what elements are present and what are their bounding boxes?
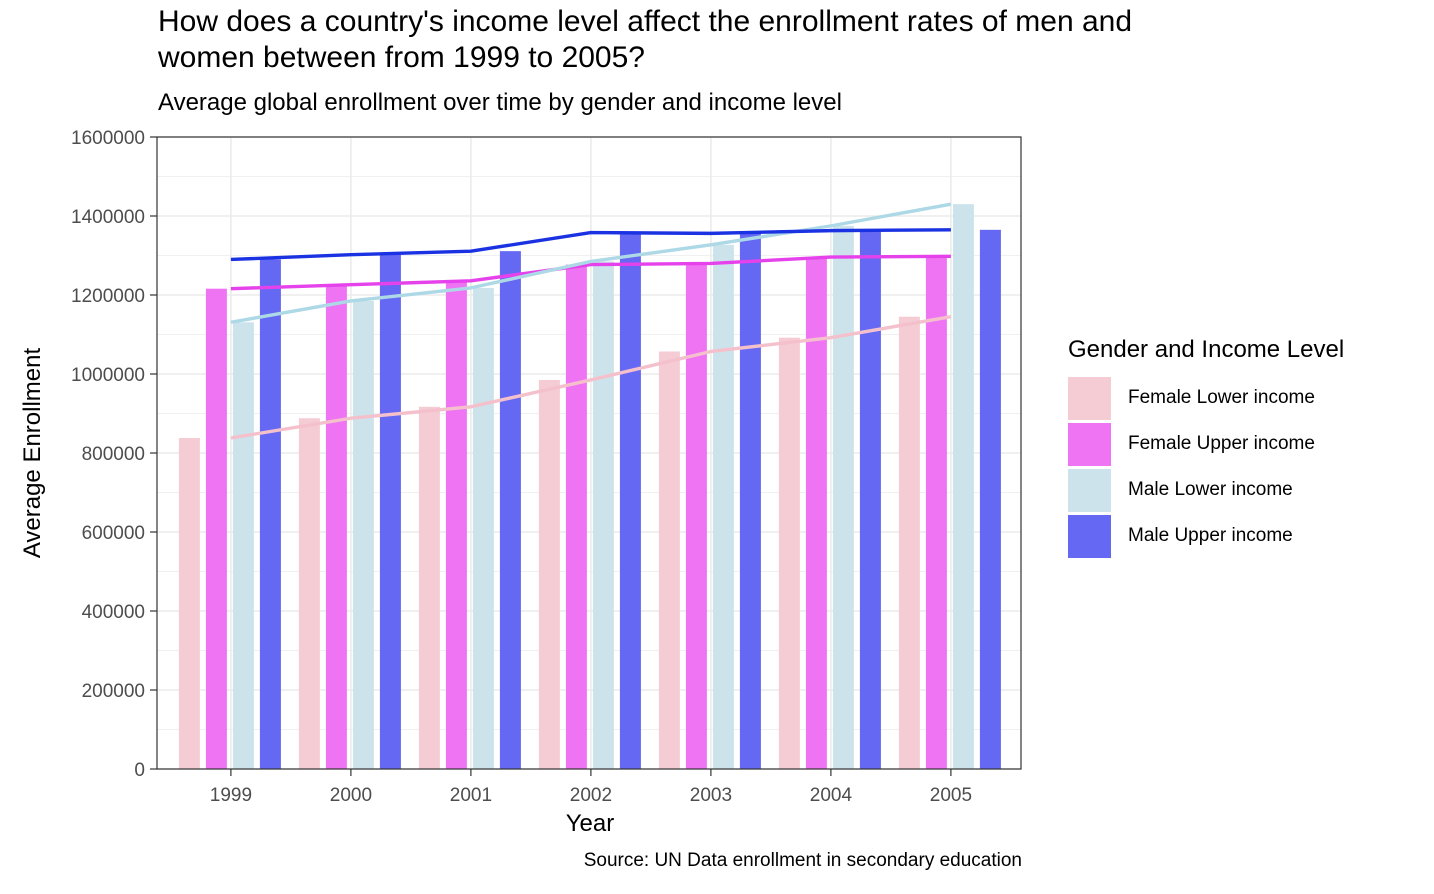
bar-male-lower-income-2001 [472,287,494,769]
bar-male-upper-income-2000 [379,254,401,769]
bar-female-upper-income-2005 [925,256,947,769]
bar-male-upper-income-1999 [259,259,281,769]
y-axis-title: Average Enrollment [19,348,46,559]
chart-caption: Source: UN Data enrollment in secondary … [583,850,1022,871]
line-male-upper-income [230,228,951,262]
y-tick-label: 1400000 [71,207,145,228]
bar-female-upper-income-1999 [205,288,227,769]
bar-male-lower-income-2003 [712,244,734,769]
bar-female-upper-income-2000 [325,284,347,769]
bar-female-lower-income-2003 [658,351,680,769]
legend-item-male-upper-income: Male Upper income [1068,513,1344,559]
x-tick-label: 2001 [450,785,492,806]
y-tick-label: 600000 [82,523,145,544]
bar-male-lower-income-2000 [352,300,374,769]
x-tick-label: 2005 [930,785,972,806]
chart-title: How does a country's income level affect… [158,5,1133,74]
y-tick-label: 0 [134,760,145,781]
x-tick-label: 2002 [570,785,612,806]
bar-female-lower-income-2004 [778,337,800,769]
legend-label: Female Upper income [1128,433,1315,454]
y-tick-label: 200000 [82,681,145,702]
x-tick-label: 2004 [810,785,853,806]
legend-key-male-lower-income [1068,468,1111,512]
bar-male-lower-income-2002 [592,261,614,769]
legend-title: Gender and Income Level [1068,336,1345,363]
bar-male-lower-income-2004 [832,225,854,769]
y-tick-label: 400000 [82,602,145,623]
bar-female-upper-income-2004 [805,257,827,769]
axes: 0 200000 400000 600000 800000 1000000 1200000 1… [71,128,972,806]
x-axis-title: Year [566,810,615,837]
bar-male-upper-income-2001 [499,251,521,769]
line-female-upper-income [230,254,951,291]
bar-male-upper-income-2005 [979,229,1001,769]
legend-item-female-upper-income: Female Upper income [1068,421,1344,467]
bar-female-lower-income-2005 [898,316,920,769]
x-tick-label: 1999 [210,785,252,806]
trend-lines [230,202,952,440]
chart-subtitle: Average global enrollment over time by g… [158,89,842,116]
legend-label: Male Lower income [1128,479,1293,500]
bar-male-upper-income-2003 [739,233,761,769]
bar-male-lower-income-2005 [952,204,974,769]
legend-key-female-upper-income [1068,422,1111,466]
bar-female-lower-income-2002 [538,379,560,769]
y-tick-label: 800000 [82,444,145,465]
bar-female-lower-income-2001 [418,406,440,769]
legend-label: Male Upper income [1128,525,1293,546]
x-tick-label: 2000 [330,785,372,806]
y-tick-label: 1600000 [71,128,145,149]
line-male-lower-income [230,202,952,324]
legend-item-male-lower-income: Male Lower income [1068,467,1344,513]
bar-female-upper-income-2003 [685,263,707,769]
bar-female-lower-income-2000 [298,418,320,769]
bar-female-upper-income-2002 [565,264,587,769]
y-tick-label: 1200000 [71,286,145,307]
x-tick-label: 2003 [690,785,732,806]
legend: Gender and Income Level Female Lower inc… [1068,336,1344,559]
bar-male-lower-income-1999 [232,322,254,769]
bar-female-lower-income-1999 [178,437,200,769]
legend-item-female-lower-income: Female Lower income [1068,375,1344,421]
bar-male-upper-income-2004 [859,230,881,770]
legend-label: Female Lower income [1128,387,1315,408]
bar-male-upper-income-2002 [619,232,641,770]
legend-key-male-upper-income [1068,514,1111,558]
bar-female-upper-income-2001 [445,280,467,769]
line-female-lower-income [230,315,952,440]
y-tick-label: 1000000 [71,365,145,386]
legend-key-female-lower-income [1068,376,1111,420]
